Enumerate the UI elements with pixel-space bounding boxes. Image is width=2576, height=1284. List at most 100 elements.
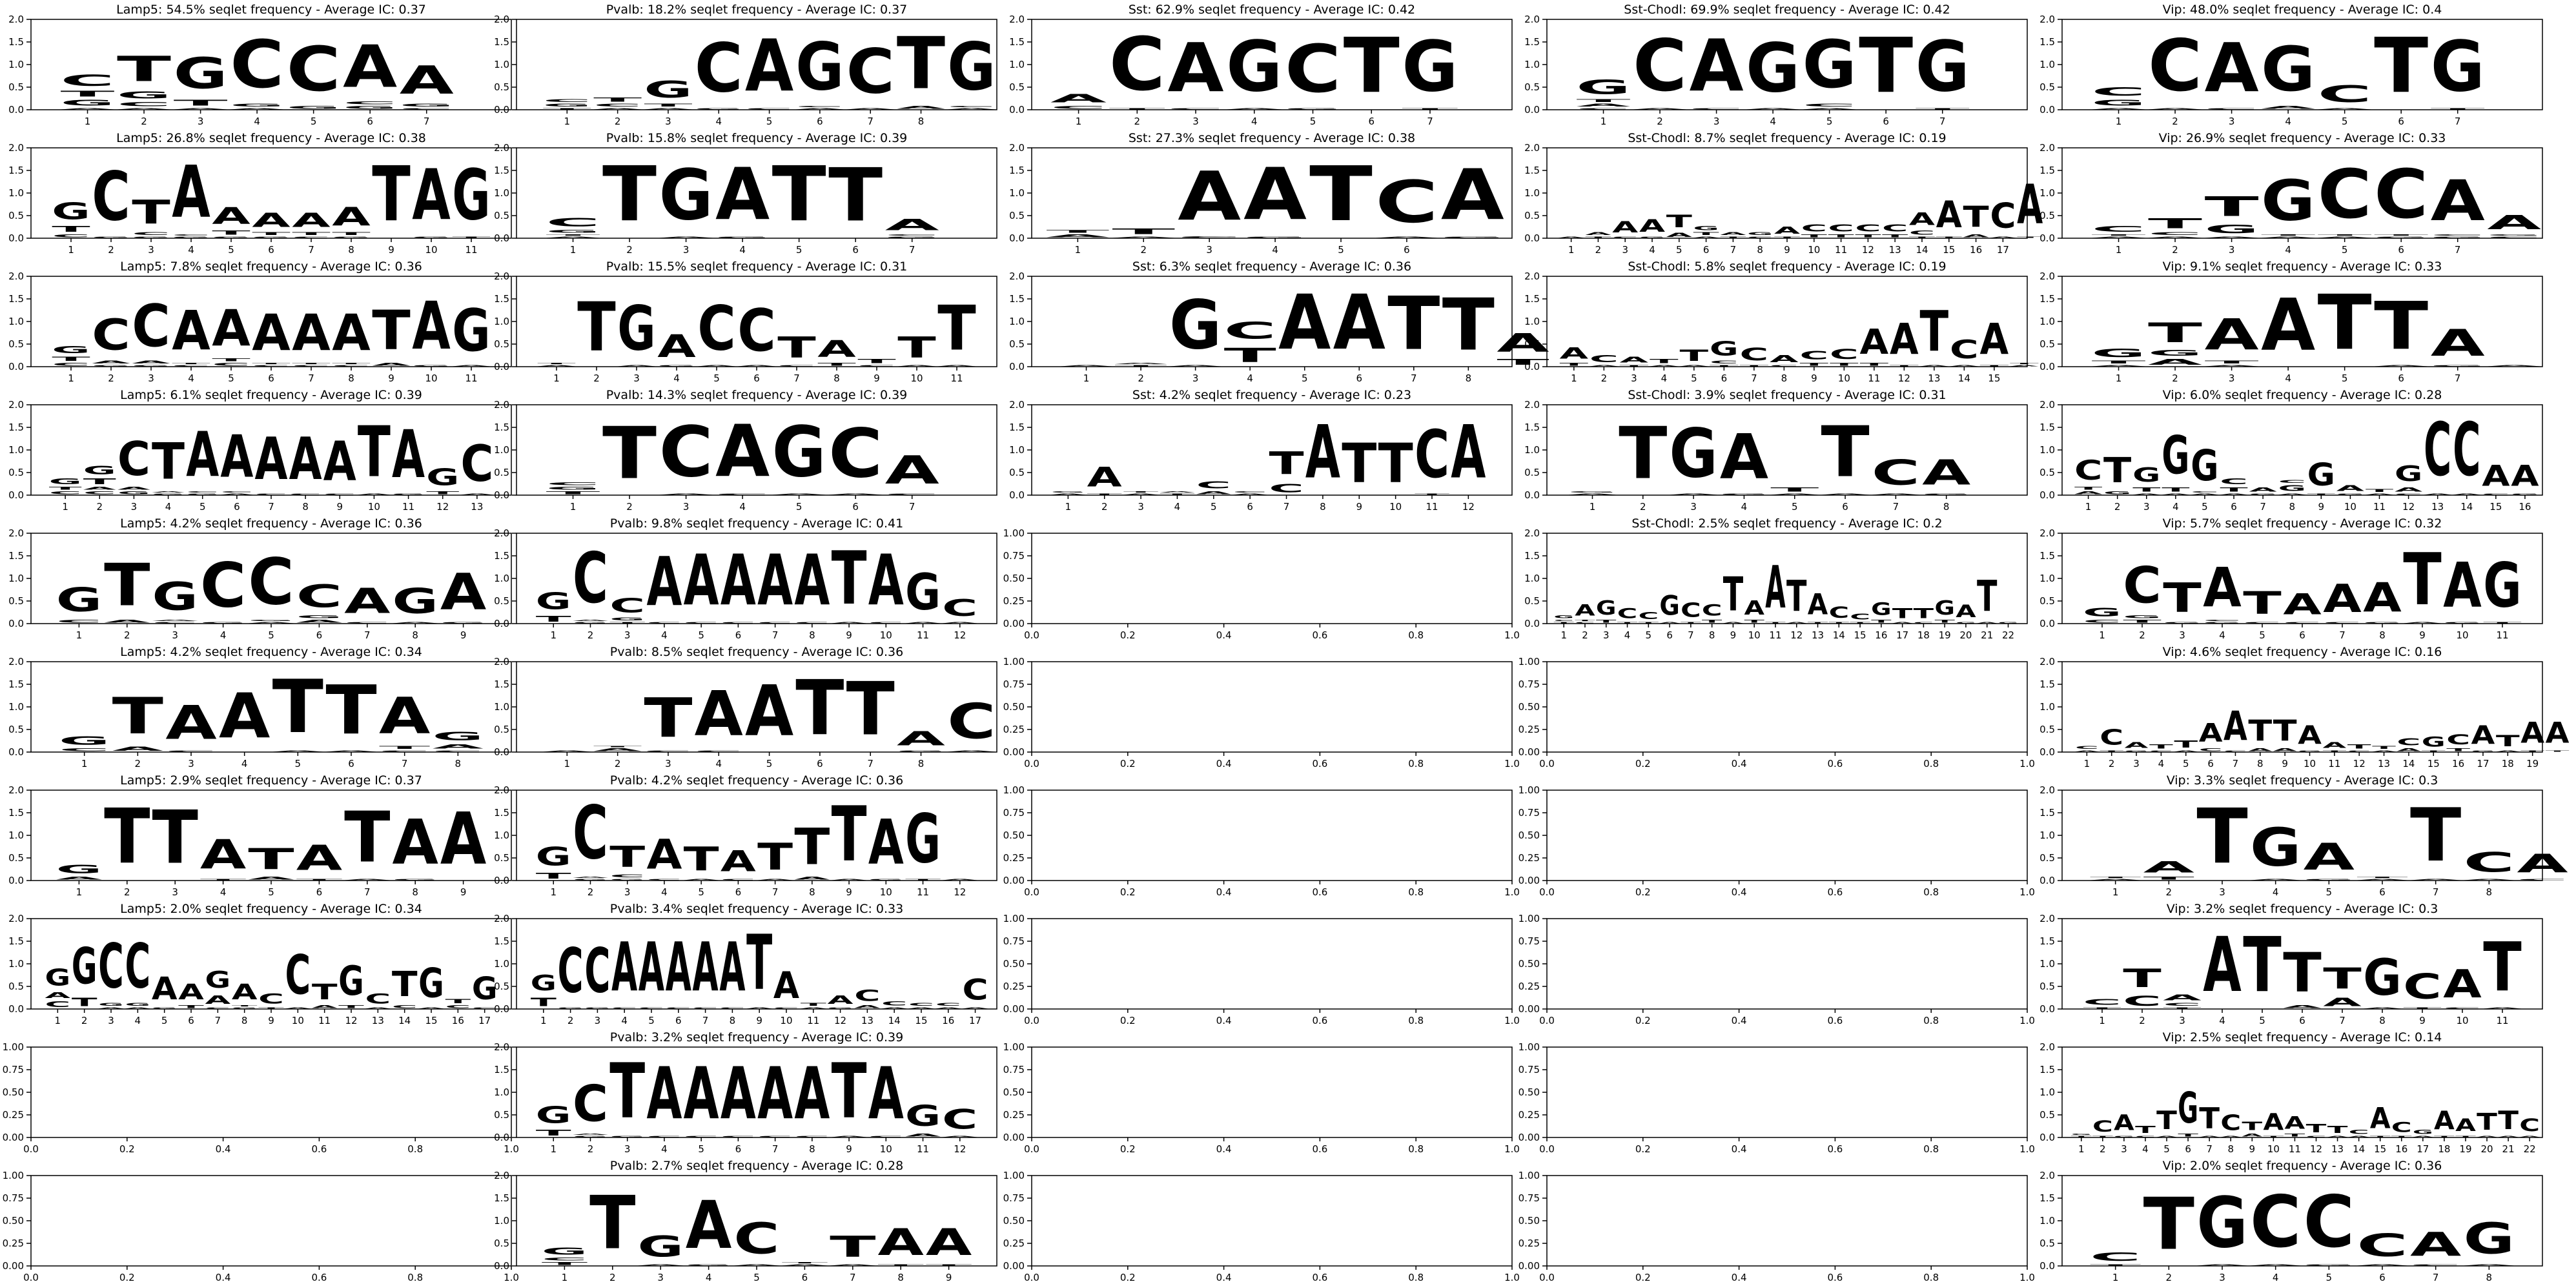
- letter-C: C: [1882, 223, 1908, 234]
- plot-frame: [30, 1046, 512, 1138]
- letter-A: A: [98, 1006, 124, 1009]
- x-tick-label: 5: [2259, 1015, 2265, 1026]
- panel-title: Lamp5: 4.2% seqlet frequency - Average I…: [120, 645, 422, 659]
- letter-A: A: [947, 750, 996, 752]
- letter-A: A: [908, 1007, 935, 1010]
- letter-T: T: [1387, 281, 1440, 367]
- x-tick-label: 8: [412, 886, 418, 898]
- plot-frame: [1031, 661, 1513, 753]
- letter-G: G: [536, 587, 571, 615]
- letter-T: T: [1914, 606, 1934, 622]
- x-tick-label: 15: [2489, 501, 2502, 513]
- y-tick-label: 0.5: [2039, 595, 2055, 607]
- y-tick-label: 0.0: [2039, 618, 2055, 629]
- letter-A: A: [1670, 493, 1718, 495]
- letter-A: A: [392, 807, 438, 879]
- x-tick-label: 0.6: [1312, 886, 1327, 898]
- letter-T: T: [2148, 216, 2202, 231]
- letter-A: A: [2263, 1108, 2284, 1136]
- letter-A: A: [1305, 410, 1340, 496]
- x-tick-label: 11: [318, 1015, 331, 1026]
- letter-G: G: [433, 729, 484, 743]
- y-tick-label: 0.5: [8, 338, 24, 350]
- y-tick-label: 1.0: [2039, 573, 2055, 584]
- letter-A: A: [2464, 1264, 2515, 1266]
- y-tick-label: 1.0: [8, 573, 24, 584]
- letter-G: G: [426, 464, 459, 491]
- letter-A: A: [828, 493, 883, 495]
- x-tick-label: 0.0: [1024, 886, 1039, 898]
- letter-T: T: [1112, 227, 1175, 236]
- x-tick-label: 11: [1868, 372, 1880, 384]
- logo-panel: 0.000.250.500.751.000.0 0.2 0.4 0.6 0.8 1.0: [1003, 784, 1520, 898]
- x-tick-label: 4: [135, 1015, 141, 1026]
- y-tick-label: 1.5: [1524, 165, 1540, 176]
- x-tick-label: 1: [76, 629, 83, 641]
- letter-T: T: [1710, 365, 1739, 367]
- letter-T: T: [2103, 450, 2131, 491]
- letter-C: C: [1612, 236, 1638, 238]
- y-tick-label: 0.75: [1003, 935, 1025, 947]
- logo-panel: 0.000.250.500.751.000.0 0.2 0.4 0.6 0.8 1.0: [1003, 656, 1520, 769]
- x-tick-label: 3: [624, 886, 631, 898]
- x-tick-label: 5: [1826, 116, 1833, 127]
- x-tick-label: 0.8: [1923, 1015, 1939, 1026]
- letter-G: G: [828, 1007, 854, 1009]
- letter-T: T: [2273, 714, 2297, 748]
- x-tick-label: 0.4: [1732, 1143, 1747, 1155]
- x-tick-label: 2: [2139, 629, 2145, 641]
- letter-A: A: [746, 1007, 773, 1010]
- letter-G: G: [1803, 26, 1857, 103]
- letter-A: A: [1922, 453, 1970, 493]
- letter-T: T: [2174, 739, 2198, 749]
- y-tick-label: 0.0: [8, 746, 24, 758]
- letter-C: C: [2374, 155, 2428, 234]
- x-tick-label: 9: [2318, 501, 2325, 513]
- letter-A: A: [942, 878, 977, 881]
- letter-A: A: [684, 540, 719, 621]
- x-tick-label: 11: [465, 372, 477, 384]
- letter-A: A: [61, 108, 116, 110]
- y-tick-label: 0.50: [1518, 1086, 1540, 1098]
- y-tick-label: 1.5: [2039, 1064, 2055, 1075]
- x-tick-label: 0.2: [1120, 1015, 1136, 1026]
- letter-G: G: [2298, 750, 2322, 752]
- x-tick-label: 9: [1784, 244, 1790, 256]
- letter-C: C: [777, 365, 816, 367]
- letter-G: G: [1639, 236, 1665, 238]
- x-tick-label: 13: [372, 1015, 384, 1026]
- letter-C: C: [152, 622, 198, 624]
- y-tick-label: 1.5: [494, 293, 509, 305]
- x-tick-label: 11: [1426, 501, 1438, 513]
- letter-T: T: [2263, 1135, 2284, 1137]
- letter-C: C: [1050, 105, 1107, 110]
- letter-C: C: [646, 622, 682, 624]
- y-tick-label: 2.0: [1009, 270, 1025, 282]
- x-tick-label: 5: [1646, 629, 1652, 641]
- letter-T: T: [1936, 236, 1963, 238]
- x-tick-label: 12: [345, 1015, 357, 1026]
- letter-A: A: [737, 364, 776, 367]
- letter-T: T: [2163, 1007, 2202, 1009]
- y-tick-label: 2.0: [1524, 399, 1540, 411]
- letter-A: A: [117, 108, 172, 110]
- letter-T: T: [609, 622, 645, 624]
- letter-A: A: [1720, 420, 1769, 493]
- letter-T: T: [937, 292, 976, 365]
- letter-T: T: [452, 236, 491, 238]
- x-tick-label: 8: [348, 244, 354, 256]
- y-tick-label: 0.0: [8, 875, 24, 886]
- letter-T: T: [2370, 1135, 2391, 1137]
- letter-A: A: [1333, 280, 1385, 367]
- x-tick-label: 1: [55, 1015, 61, 1026]
- y-tick-label: 2.0: [2039, 656, 2055, 667]
- plot-frame: [1031, 918, 1513, 1010]
- letter-C: C: [2220, 477, 2247, 486]
- letter-G: G: [56, 581, 102, 619]
- y-tick-label: 1.0: [1009, 187, 1025, 199]
- letter-C: C: [1415, 416, 1449, 493]
- letter-A: A: [152, 971, 178, 1007]
- letter-T: T: [1871, 619, 1892, 624]
- letter-T: T: [1774, 236, 1801, 238]
